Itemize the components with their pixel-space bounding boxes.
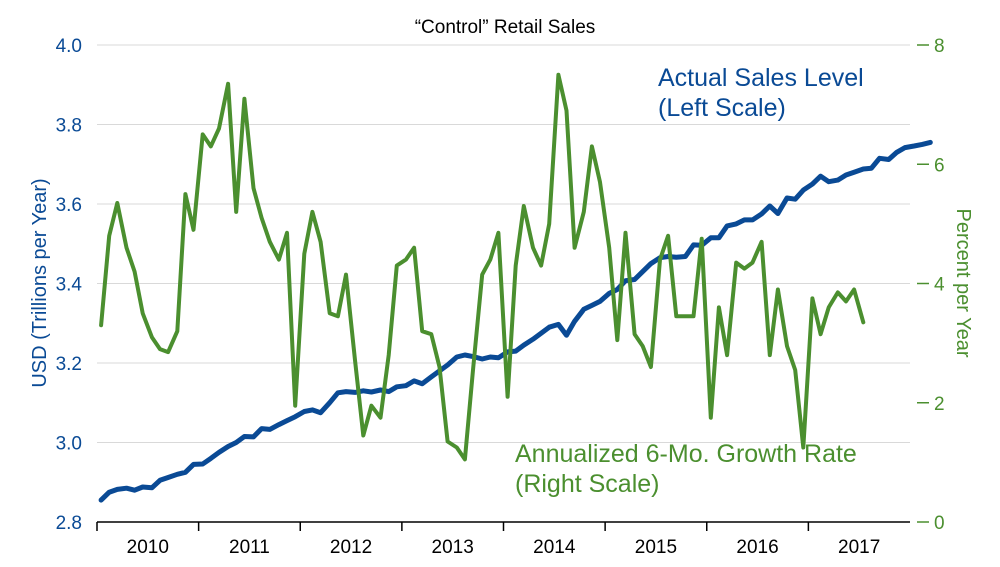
x-tick-label: 2013	[432, 537, 474, 558]
chart-title: “Control” Retail Sales	[415, 17, 596, 38]
left-axis-label: USD (Trillions per Year)	[29, 178, 51, 387]
growth-annotation-line1: Annualized 6-Mo. Growth Rate	[515, 440, 857, 468]
tick-labels: 2.8 3.0 3.2 3.4 3.6 3.8 4.0 0 2 4 6 8 2010 2011 2012 20…	[56, 36, 945, 558]
left-tick-label: 3.8	[56, 116, 82, 137]
x-tick-label: 2011	[229, 537, 270, 558]
gridlines	[97, 44, 910, 443]
x-tick-label: 2012	[330, 537, 372, 558]
growth-rate-line	[99, 72, 866, 462]
series-lines	[98, 72, 933, 503]
right-tick-label: 2	[934, 394, 945, 415]
left-tick-label: 3.0	[56, 434, 82, 455]
x-tick-label: 2010	[127, 537, 169, 558]
left-tick-label: 4.0	[56, 36, 82, 57]
x-tick-label: 2015	[635, 537, 677, 558]
right-tick-label: 0	[934, 513, 945, 534]
left-tick-label: 3.4	[56, 275, 83, 296]
growth-annotation-line2: (Right Scale)	[515, 470, 660, 498]
right-tick-label: 8	[934, 36, 945, 57]
x-tick-label: 2014	[533, 537, 576, 558]
x-tick-label: 2017	[838, 537, 880, 558]
x-tick-label: 2016	[736, 537, 778, 558]
left-tick-label: 3.2	[56, 354, 82, 375]
sales-level-line	[98, 139, 933, 503]
left-tick-label: 3.6	[56, 195, 82, 216]
sales-annotation-line2: (Left Scale)	[658, 94, 786, 122]
right-tick-label: 4	[934, 275, 945, 296]
sales-annotation-line1: Actual Sales Level	[658, 64, 864, 92]
left-tick-label: 2.8	[56, 513, 82, 534]
right-axis-label: Percent per Year	[952, 209, 974, 358]
right-tick-label: 6	[934, 155, 945, 176]
axes	[96, 521, 910, 531]
